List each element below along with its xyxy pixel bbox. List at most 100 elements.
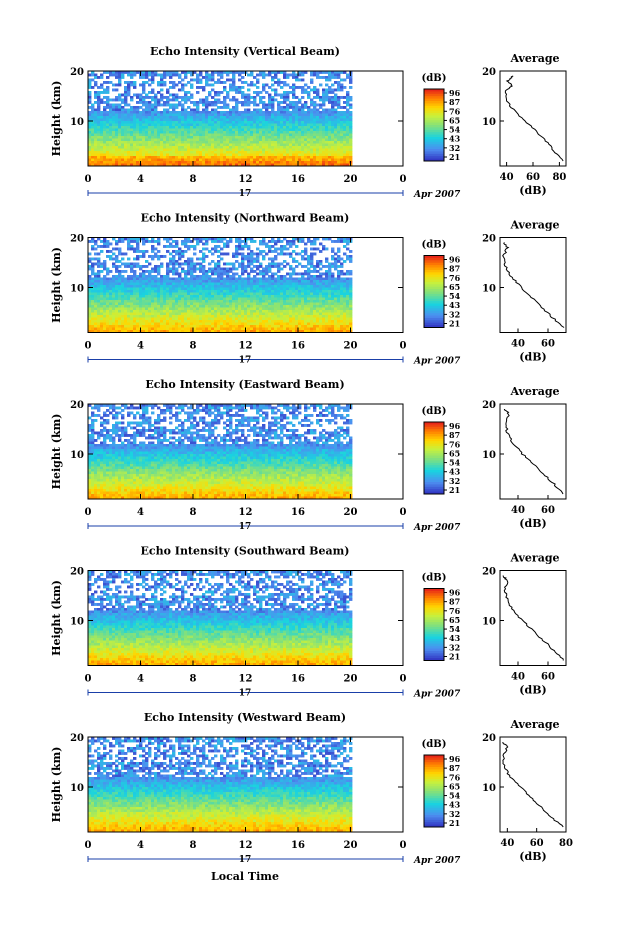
heatmap-cell bbox=[238, 248, 241, 251]
heatmap-cell bbox=[295, 79, 298, 82]
heatmap-cell bbox=[178, 263, 181, 266]
heatmap-cell bbox=[343, 154, 346, 157]
heatmap-cell bbox=[202, 101, 205, 104]
heatmap-cell bbox=[166, 305, 169, 308]
heatmap-cell bbox=[340, 156, 343, 159]
heatmap-cell bbox=[163, 81, 166, 84]
heatmap-cell bbox=[337, 126, 340, 129]
heatmap-cell bbox=[280, 250, 283, 253]
heatmap-cell bbox=[112, 151, 115, 154]
heatmap-cell bbox=[223, 136, 226, 139]
heatmap-cell bbox=[136, 315, 139, 318]
heatmap-cell bbox=[265, 84, 268, 87]
heatmap-cell bbox=[319, 313, 322, 316]
heatmap-cell bbox=[289, 134, 292, 137]
heatmap-cell bbox=[178, 295, 181, 298]
heatmap-cell bbox=[148, 290, 151, 293]
heatmap-cell bbox=[349, 141, 352, 144]
heatmap-cell bbox=[184, 260, 187, 263]
heatmap-cell bbox=[157, 159, 160, 162]
heatmap-cell bbox=[322, 149, 325, 152]
heatmap-cell bbox=[232, 124, 235, 127]
heatmap-cell bbox=[106, 89, 109, 92]
heatmap-cell bbox=[346, 159, 349, 162]
heatmap-cell bbox=[322, 265, 325, 268]
heatmap-cell bbox=[88, 139, 91, 142]
heatmap-cell bbox=[325, 84, 328, 87]
heatmap-cell bbox=[286, 131, 289, 134]
heatmap-cell bbox=[220, 156, 223, 159]
heatmap-cell bbox=[253, 121, 256, 124]
heatmap-cell bbox=[160, 81, 163, 84]
heatmap-cell bbox=[316, 109, 319, 112]
heatmap-cell bbox=[199, 275, 202, 278]
heatmap-cell bbox=[205, 136, 208, 139]
heatmap-cell bbox=[160, 293, 163, 296]
heatmap-cell bbox=[196, 146, 199, 149]
heatmap-cell bbox=[172, 298, 175, 301]
heatmap-cell bbox=[283, 313, 286, 316]
heatmap-cell bbox=[241, 124, 244, 127]
heatmap-cell bbox=[232, 263, 235, 266]
heatmap-cell bbox=[286, 104, 289, 107]
heatmap-cell bbox=[124, 109, 127, 112]
heatmap-cell bbox=[301, 136, 304, 139]
heatmap-cell bbox=[277, 79, 280, 82]
heatmap-cell bbox=[274, 250, 277, 253]
heatmap-cell bbox=[313, 295, 316, 298]
heatmap-cell bbox=[280, 280, 283, 283]
heatmap-cell bbox=[208, 139, 211, 142]
heatmap-cell bbox=[283, 253, 286, 256]
heatmap-cell bbox=[349, 106, 352, 109]
heatmap-cell bbox=[217, 91, 220, 94]
heatmap-cell bbox=[166, 310, 169, 313]
heatmap-cell bbox=[142, 114, 145, 117]
heatmap-cell bbox=[130, 116, 133, 119]
heatmap-cell bbox=[277, 156, 280, 159]
heatmap-cell bbox=[127, 308, 130, 311]
heatmap-cell bbox=[142, 136, 145, 139]
heatmap-cell bbox=[322, 109, 325, 112]
heatmap-cell bbox=[283, 310, 286, 313]
heatmap-cell bbox=[115, 144, 118, 147]
heatmap-cell bbox=[91, 134, 94, 137]
heatmap-cell bbox=[271, 285, 274, 288]
x-tick-label: 0 bbox=[85, 174, 92, 185]
heatmap-cell bbox=[109, 290, 112, 293]
heatmap-cell bbox=[91, 141, 94, 144]
heatmap-cell bbox=[211, 268, 214, 271]
heatmap-cell bbox=[124, 89, 127, 92]
heatmap-cell bbox=[271, 240, 274, 243]
heatmap-cell bbox=[265, 91, 268, 94]
heatmap-cell bbox=[319, 104, 322, 107]
heatmap-cell bbox=[202, 278, 205, 281]
heatmap-cell bbox=[190, 280, 193, 283]
heatmap-cell bbox=[94, 161, 97, 164]
heatmap-cell bbox=[109, 288, 112, 291]
heatmap-cell bbox=[136, 313, 139, 316]
heatmap-cell bbox=[340, 116, 343, 119]
heatmap-cell bbox=[220, 273, 223, 276]
heatmap-cell bbox=[340, 278, 343, 281]
heatmap-cell bbox=[142, 159, 145, 162]
heatmap-cell bbox=[196, 119, 199, 122]
heatmap-cell bbox=[343, 253, 346, 256]
heatmap-cell bbox=[292, 240, 295, 243]
heatmap-cell bbox=[196, 268, 199, 271]
heatmap-cell bbox=[259, 308, 262, 311]
heatmap-cell bbox=[163, 124, 166, 127]
heatmap-cell bbox=[220, 116, 223, 119]
heatmap-cell bbox=[157, 81, 160, 84]
heatmap-cell bbox=[250, 136, 253, 139]
heatmap-cell bbox=[214, 149, 217, 152]
heatmap-cell bbox=[238, 280, 241, 283]
heatmap-cell bbox=[313, 288, 316, 291]
heatmap-cell bbox=[298, 273, 301, 276]
heatmap-cell bbox=[148, 270, 151, 273]
heatmap-cell bbox=[112, 119, 115, 122]
heatmap-cell bbox=[346, 109, 349, 112]
heatmap-cell bbox=[115, 270, 118, 273]
heatmap-cell bbox=[208, 154, 211, 157]
heatmap-cell bbox=[286, 295, 289, 298]
heatmap-cell bbox=[277, 109, 280, 112]
